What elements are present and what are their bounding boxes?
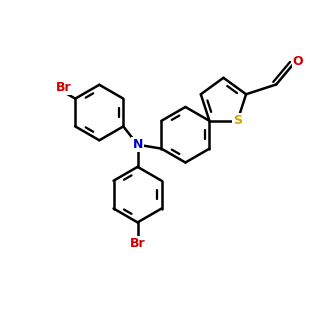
Text: S: S [233,114,242,127]
Text: Br: Br [56,81,72,94]
Text: N: N [133,138,143,151]
Text: Br: Br [130,237,145,250]
Text: O: O [293,55,303,68]
